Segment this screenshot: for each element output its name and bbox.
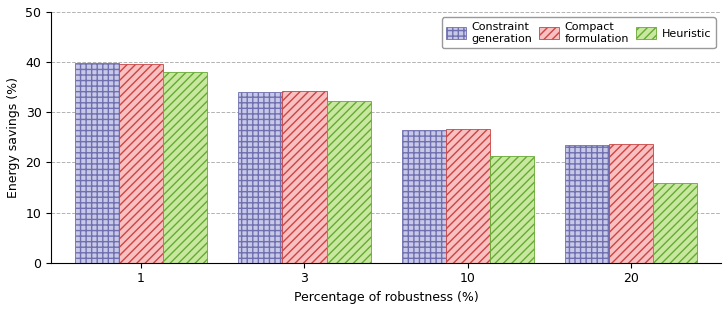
Bar (238, 92, 282, 263)
Legend: Constraint
generation, Compact
formulation, Heuristic: Constraint generation, Compact formulati… (442, 17, 716, 48)
Bar (75, 63, 119, 263)
Bar (565, 145, 609, 263)
Bar (326, 101, 371, 263)
Bar (609, 144, 653, 263)
Y-axis label: Energy savings (%): Energy savings (%) (7, 77, 20, 198)
Bar (446, 129, 490, 263)
Bar (163, 72, 207, 263)
Bar (119, 64, 163, 263)
Bar (402, 130, 446, 263)
Bar (490, 156, 534, 263)
Bar (653, 183, 697, 263)
Bar (282, 91, 326, 263)
X-axis label: Percentage of robustness (%): Percentage of robustness (%) (294, 291, 478, 304)
